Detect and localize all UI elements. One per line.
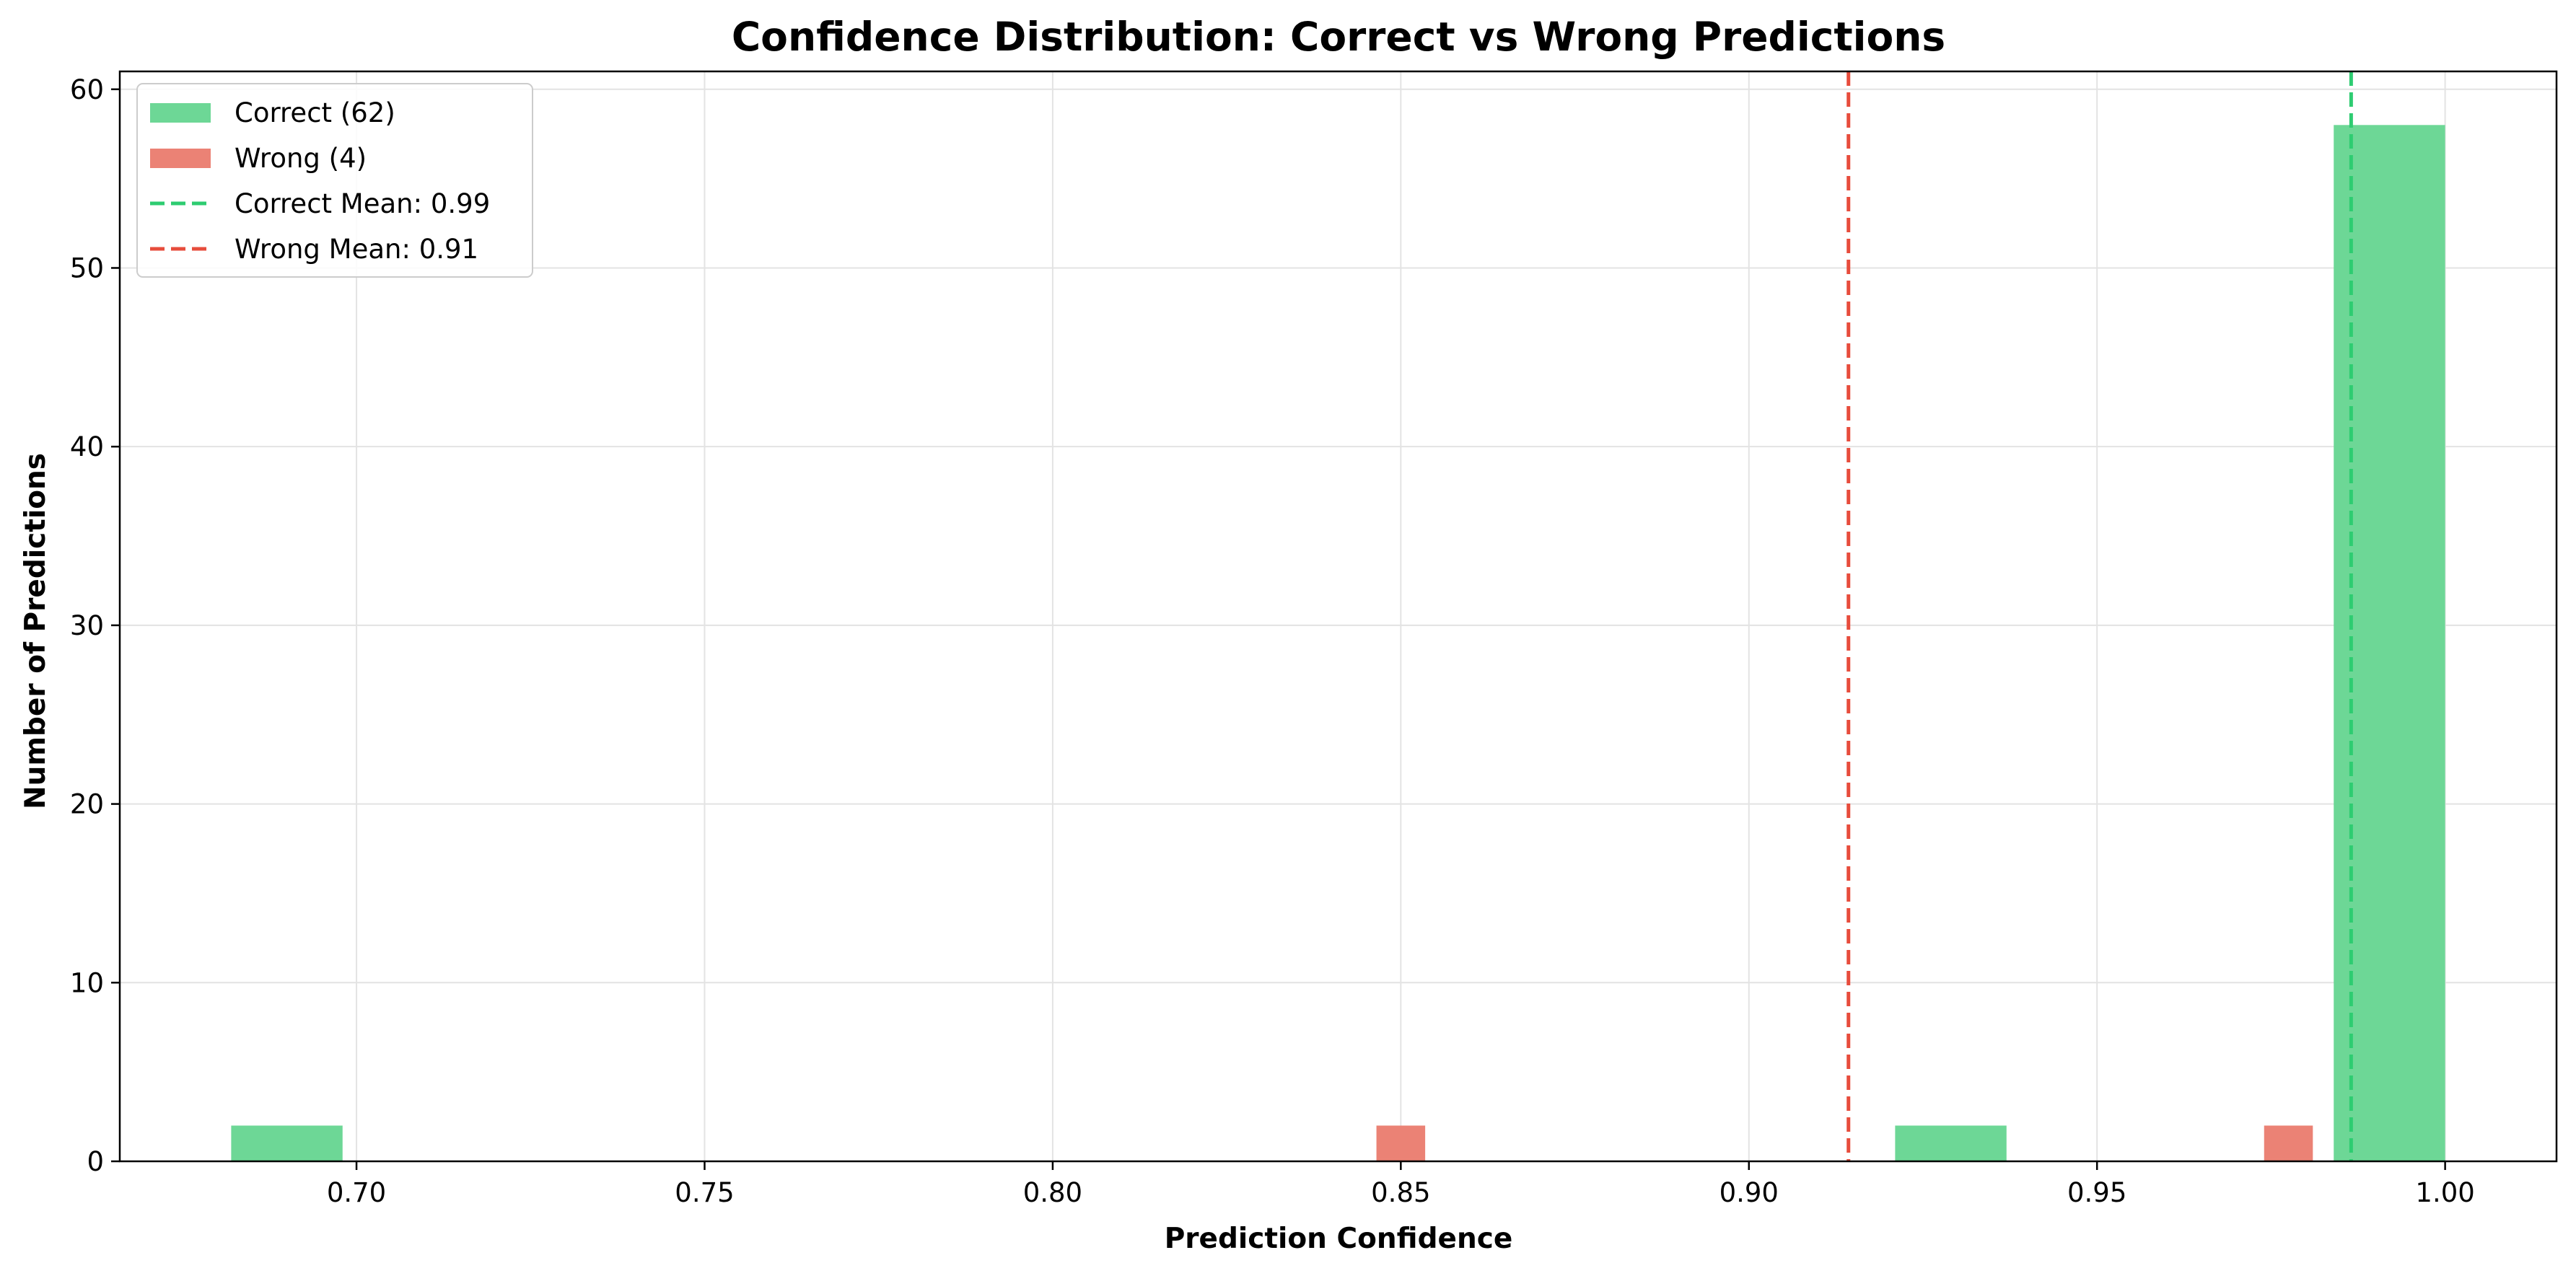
histogram-bar	[1895, 1125, 2007, 1161]
histogram-bar	[2264, 1125, 2313, 1161]
y-tick-label: 40	[70, 431, 104, 462]
x-tick-label: 0.85	[1371, 1177, 1430, 1208]
x-tick-label: 0.70	[327, 1177, 386, 1208]
histogram-bar	[231, 1125, 343, 1161]
x-axis-ticks: 0.70 0.75 0.80 0.85 0.90 0.95 1.00	[327, 1161, 2475, 1208]
grid-lines	[120, 71, 2557, 1162]
x-tick-label: 0.80	[1023, 1177, 1082, 1208]
x-tick-label: 0.75	[675, 1177, 734, 1208]
legend-swatch	[150, 149, 211, 168]
legend-swatch	[150, 103, 211, 123]
legend: Correct (62) Wrong (4) Correct Mean: 0.99 W…	[136, 83, 533, 278]
legend-box	[136, 83, 533, 278]
x-axis-label: Prediction Confidence	[1165, 1223, 1513, 1255]
y-axis-label: Number of Predictions	[19, 453, 52, 809]
y-tick-label: 10	[70, 967, 104, 998]
x-tick-label: 1.00	[2415, 1177, 2474, 1208]
y-tick-label: 0	[87, 1146, 104, 1177]
legend-label: Wrong Mean: 0.91	[235, 234, 478, 265]
legend-label: Correct (62)	[235, 97, 395, 128]
x-tick-label: 0.90	[1719, 1177, 1779, 1208]
y-tick-label: 30	[70, 610, 104, 641]
x-tick-label: 0.95	[2067, 1177, 2126, 1208]
legend-label: Wrong (4)	[235, 143, 367, 174]
legend-label: Correct Mean: 0.99	[235, 188, 490, 219]
chart-title: Confidence Distribution: Correct vs Wron…	[732, 14, 1945, 60]
plot-frame	[118, 70, 2558, 1163]
y-tick-label: 20	[70, 789, 104, 820]
bars	[231, 125, 2445, 1161]
histogram-bar	[1376, 1125, 1426, 1161]
y-tick-label: 50	[70, 252, 104, 283]
y-axis-ticks: 0 10 20 30 40 50 60	[70, 74, 120, 1177]
y-tick-label: 60	[70, 74, 104, 105]
mean-lines	[1846, 71, 2353, 1161]
